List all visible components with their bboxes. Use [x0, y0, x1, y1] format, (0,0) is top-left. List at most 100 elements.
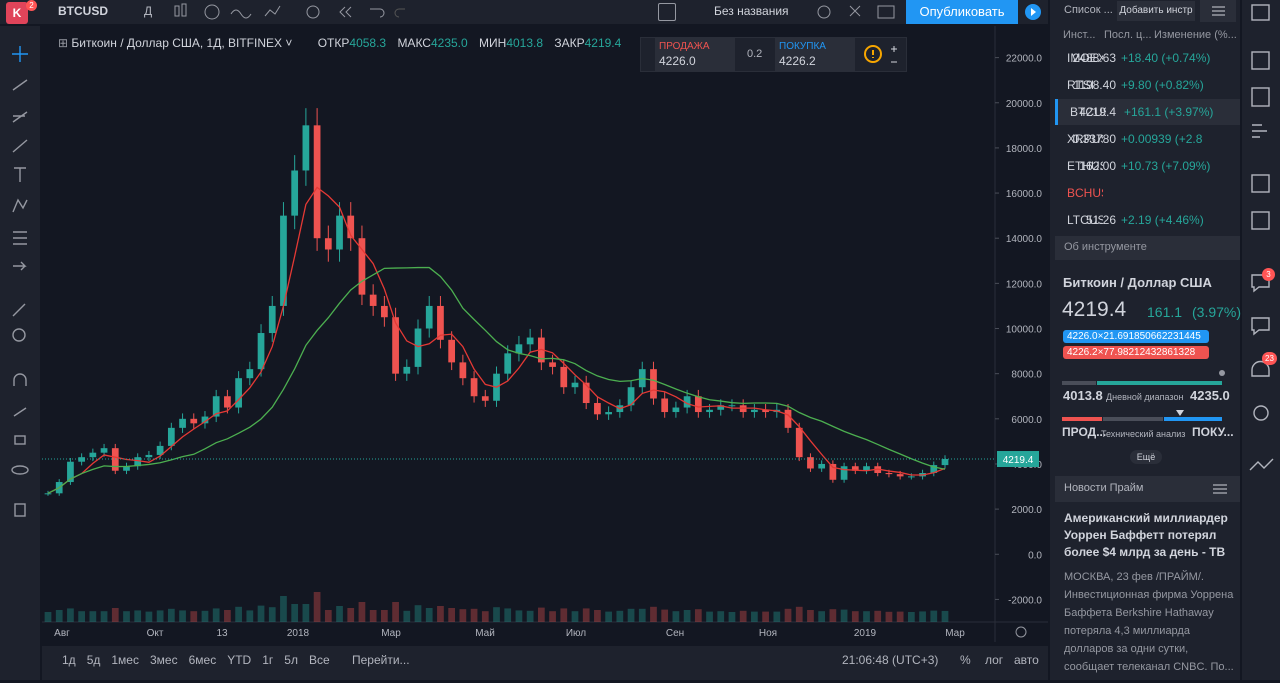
candle-body — [167, 427, 175, 446]
settings-icon — [1015, 626, 1027, 638]
candle-body — [717, 405, 725, 410]
candle-body — [661, 398, 669, 413]
sell-button[interactable]: ПРОДАЖА 4226.0 — [655, 38, 735, 71]
range-button[interactable]: YTD — [227, 653, 252, 667]
layout-name[interactable]: Без названия — [714, 4, 789, 18]
goto-date[interactable]: Перейти... — [352, 653, 410, 667]
badge: 3 — [1262, 268, 1275, 281]
watchlist-row[interactable]: BCHUSD — [1055, 180, 1240, 206]
menu-button[interactable] — [1200, 0, 1236, 22]
column-header: Посл. ц... — [1104, 29, 1152, 41]
menu-icon — [1212, 6, 1225, 16]
range-button[interactable]: 1д — [62, 653, 76, 667]
percent-toggle[interactable]: % — [960, 653, 971, 667]
volume-bar — [594, 610, 601, 622]
close-value: 4219.4 — [584, 36, 622, 50]
icon-sidebar: 3 23 — [1242, 0, 1280, 680]
interval[interactable]: Д — [144, 4, 153, 18]
volume-bar — [717, 611, 725, 622]
play-button[interactable] — [1019, 0, 1047, 24]
range-button[interactable]: 1г — [262, 653, 274, 667]
candle-body — [784, 409, 792, 428]
candle-body — [627, 387, 635, 406]
moving-average — [47, 186, 946, 494]
candle-body — [212, 396, 220, 417]
volume-bar — [268, 607, 276, 622]
watchlist-row[interactable]: RTSI 1198.40 +9.80 (+0.82%) — [1055, 72, 1240, 98]
candle-body — [594, 403, 601, 415]
candle-body — [941, 459, 949, 466]
volume-bar — [280, 596, 287, 622]
news-headline[interactable]: Американский миллиардер Уоррен Баффетт п… — [1064, 511, 1228, 559]
x-tick-label: 2019 — [854, 628, 877, 639]
candle-body — [437, 305, 444, 340]
avatar[interactable]: K — [6, 2, 28, 24]
y-tick-label: 10000.0 — [1006, 325, 1043, 336]
candle-body — [807, 457, 814, 469]
symbol[interactable]: BTCUSD — [58, 4, 108, 18]
candle-body — [302, 125, 310, 171]
row-last: 0.33780 — [1072, 132, 1116, 146]
range-button[interactable]: 5л — [284, 653, 298, 667]
candle-body — [896, 474, 904, 477]
volume-bar — [67, 608, 74, 622]
news-header: Новости Прайм — [1055, 476, 1240, 502]
more-button[interactable]: Ещё — [1130, 450, 1162, 464]
publish-button[interactable]: Опубликовать — [906, 0, 1018, 24]
candle-body — [89, 452, 97, 458]
range-button[interactable]: 5д — [86, 653, 101, 667]
candle-body — [403, 366, 411, 374]
volume-bar — [403, 610, 411, 622]
close-label: ЗАКР — [554, 36, 585, 50]
x-tick-label: Ноя — [759, 628, 777, 639]
range-button[interactable]: 3мес — [149, 653, 178, 667]
volume-bar — [190, 611, 198, 622]
volume-bar — [515, 610, 523, 622]
candle-body — [549, 362, 556, 367]
volume-bar — [582, 608, 590, 622]
candle-body — [44, 493, 52, 495]
range-button[interactable]: 6мес — [188, 653, 217, 667]
watchlist-row[interactable]: LTCUSD51.26 +2.19 (+4.46%) — [1055, 207, 1240, 233]
watchlist-row[interactable]: XRPUSD0.33780 +0.00939 (+2.8 — [1055, 126, 1240, 152]
range-button[interactable]: 1мес — [111, 653, 139, 667]
analysis-label: Технический анализ — [1101, 429, 1186, 439]
volume-bar — [896, 611, 904, 622]
watchlist-row[interactable]: IMOEX 2488.63 +18.40 (+0.74%) — [1055, 45, 1240, 71]
watchlist-row[interactable]: BTCUSD4219.4 +161.1 (+3.97%) — [1055, 99, 1240, 125]
instrument-change: 161.1 — [1147, 304, 1183, 320]
watchlist-row[interactable]: ETHUSD162.00 +10.73 (+7.09%) — [1055, 153, 1240, 179]
watchlist-title[interactable]: Список ... — [1064, 4, 1113, 16]
candle-body — [111, 448, 119, 471]
volume-bar — [336, 606, 343, 622]
volume-bar — [706, 611, 713, 622]
volume-bar — [44, 612, 52, 622]
candle-body — [728, 405, 736, 407]
candle-body — [650, 369, 657, 399]
volume-bar — [930, 610, 938, 622]
chart-background — [42, 26, 1048, 642]
checkbox[interactable] — [658, 3, 676, 21]
sell-price: 4226.0 — [659, 54, 696, 68]
volume-bar — [829, 609, 837, 622]
volume-bar — [235, 606, 242, 622]
log-toggle[interactable]: лог — [985, 653, 1004, 667]
auto-toggle[interactable]: авто — [1014, 653, 1039, 667]
add-symbol-button[interactable]: Добавить инстр — [1117, 1, 1195, 21]
badge: 2 — [26, 0, 37, 11]
news-menu[interactable] — [1203, 476, 1239, 502]
column-header: Инст... — [1063, 29, 1096, 41]
news-title: Новости Прайм — [1064, 482, 1144, 494]
row-change: +9.80 (+0.82%) — [1121, 78, 1204, 92]
row-symbol: BCHUSD — [1067, 186, 1103, 200]
x-tick-label: Авг — [54, 628, 70, 639]
candle-body — [291, 170, 299, 216]
buy-button[interactable]: ПОКУПКА 4226.2 — [775, 38, 855, 71]
y-tick-label: 0.0 — [1028, 550, 1042, 561]
volume-bar — [605, 611, 612, 622]
range-button[interactable]: Все — [308, 653, 330, 667]
candle-body — [863, 466, 870, 471]
section-header[interactable]: Об инструменте — [1055, 236, 1240, 260]
volume-bar — [840, 609, 848, 622]
